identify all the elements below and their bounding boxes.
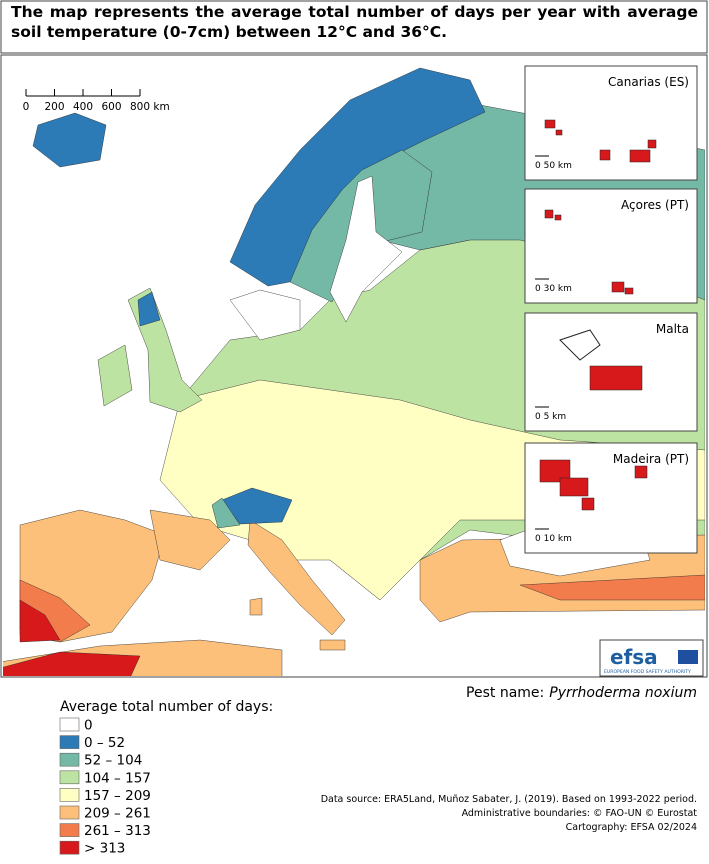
legend-label: 52 – 104 bbox=[84, 753, 142, 769]
inset-region bbox=[634, 465, 648, 479]
source-note: Data source: ERA5Land, Muñoz Sabater, J.… bbox=[321, 794, 697, 805]
inset-region bbox=[589, 365, 643, 391]
legend-label: 0 bbox=[84, 718, 93, 734]
inset-outline bbox=[559, 329, 601, 361]
land-region bbox=[149, 509, 231, 571]
scale-label: 400 bbox=[73, 101, 93, 113]
land-region bbox=[249, 597, 263, 616]
inset-title: Canarias (ES) bbox=[608, 75, 689, 89]
logo-subtitle: EUROPEAN FOOD SAFETY AUTHORITY bbox=[604, 669, 691, 675]
legend-swatch bbox=[59, 770, 80, 785]
inset-title: Madeira (PT) bbox=[613, 452, 689, 466]
insets: Canarias (ES) 0 50 km Açores (PT) 0 30 km Ma… bbox=[524, 65, 698, 554]
legend-label: 0 – 52 bbox=[84, 735, 125, 751]
inset-region bbox=[611, 281, 625, 293]
land-region bbox=[329, 175, 403, 323]
land-region bbox=[319, 639, 346, 651]
legend-label: 104 – 157 bbox=[84, 770, 151, 786]
inset-region bbox=[599, 149, 611, 161]
land-region bbox=[32, 112, 107, 168]
legend-swatch bbox=[59, 735, 80, 749]
inset-scale: 0 30 km bbox=[535, 284, 572, 294]
legend-swatch bbox=[59, 823, 80, 837]
land-region bbox=[229, 289, 301, 341]
source-note: Cartography: EFSA 02/2024 bbox=[566, 822, 697, 833]
logo-name: efsa bbox=[610, 645, 658, 669]
scale-label: 800 km bbox=[130, 101, 170, 113]
inset-region bbox=[555, 129, 563, 136]
source-note: Administrative boundaries: © FAO-UN © Eu… bbox=[462, 808, 698, 819]
inset-region bbox=[539, 459, 571, 483]
inset-region bbox=[544, 209, 554, 219]
scale-label: 0 bbox=[23, 101, 30, 113]
inset-title: Açores (PT) bbox=[621, 198, 689, 212]
land-region bbox=[519, 574, 705, 601]
inset-region bbox=[629, 149, 651, 163]
pest-label: Pest name: bbox=[466, 685, 544, 701]
title: The map represents the average total num… bbox=[11, 3, 698, 41]
inset-title: Malta bbox=[656, 322, 689, 336]
inset-scale: 0 10 km bbox=[535, 534, 572, 544]
land-region bbox=[97, 344, 133, 407]
pest-name: Pyrrhoderma noxium bbox=[549, 685, 697, 701]
inset-region bbox=[647, 139, 657, 149]
inset-region bbox=[559, 477, 589, 497]
land-region bbox=[247, 519, 346, 636]
inset-frame bbox=[524, 188, 698, 304]
legend-swatch bbox=[59, 840, 80, 855]
legend-title: Average total number of days: bbox=[60, 699, 273, 715]
land-region bbox=[19, 599, 61, 643]
legend-label: > 313 bbox=[84, 841, 125, 857]
pest-name-label: Pest name: Pyrrhoderma noxium bbox=[466, 685, 697, 701]
inset-region bbox=[554, 214, 562, 221]
logo-flag bbox=[678, 650, 698, 664]
land-region bbox=[221, 487, 293, 525]
legend-swatch bbox=[59, 717, 80, 732]
scale-label: 600 bbox=[102, 101, 122, 113]
inset-region bbox=[544, 119, 556, 129]
title-frame bbox=[0, 0, 708, 54]
land-region bbox=[137, 291, 161, 327]
legend-label: 209 – 261 bbox=[84, 806, 151, 822]
land-region bbox=[3, 651, 141, 676]
inset-region bbox=[624, 287, 634, 295]
legend-swatch bbox=[59, 788, 80, 802]
legend-label: 157 – 209 bbox=[84, 788, 151, 804]
land-region bbox=[211, 497, 241, 529]
inset-scale: 0 50 km bbox=[535, 161, 572, 171]
scale-label: 200 bbox=[45, 101, 65, 113]
legend-swatch bbox=[59, 752, 80, 767]
legend: Pest name: Pyrrhoderma noxium Average tota… bbox=[59, 685, 698, 857]
logo-frame bbox=[599, 639, 704, 677]
scale-bar: 0 200 400 600 800 km bbox=[23, 89, 170, 113]
legend-swatch bbox=[59, 805, 80, 820]
inset-region bbox=[581, 497, 595, 511]
inset-scale: 0 5 km bbox=[535, 412, 566, 422]
legend-label: 261 – 313 bbox=[84, 823, 151, 839]
